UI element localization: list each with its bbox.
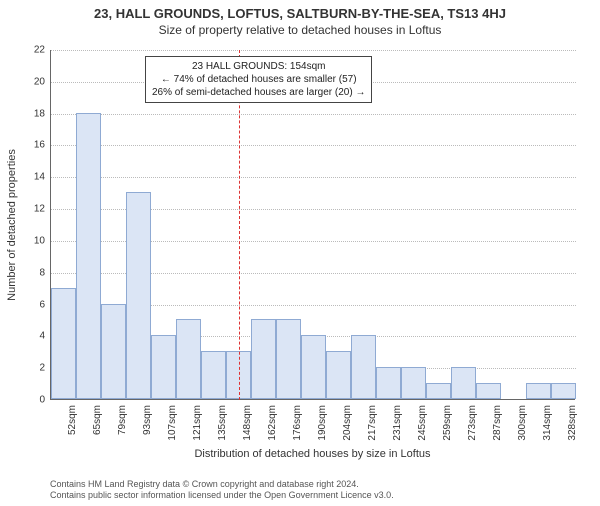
y-tick-label: 22 [20, 45, 45, 56]
footer-attribution: Contains HM Land Registry data © Crown c… [50, 479, 394, 502]
y-tick-label: 6 [20, 299, 45, 310]
histogram-bar [276, 319, 301, 399]
y-tick-label: 4 [20, 331, 45, 342]
x-tick-label: 176sqm [292, 405, 303, 441]
histogram-bar [301, 335, 326, 399]
gridline [51, 177, 576, 178]
y-tick-label: 10 [20, 235, 45, 246]
histogram-bar [376, 367, 401, 399]
histogram-bar [251, 319, 276, 399]
x-tick-label: 259sqm [442, 405, 453, 441]
y-tick-label: 0 [20, 395, 45, 406]
histogram-bar [526, 383, 551, 399]
annotation-line2: ← 74% of detached houses are smaller (57… [152, 73, 365, 86]
histogram-chart: Number of detached properties Distributi… [50, 50, 575, 400]
x-tick-label: 107sqm [167, 405, 178, 441]
y-tick-label: 18 [20, 108, 45, 119]
histogram-bar [176, 319, 201, 399]
footer-line1: Contains HM Land Registry data © Crown c… [50, 479, 394, 491]
y-tick-label: 20 [20, 76, 45, 87]
annotation-box: 23 HALL GROUNDS: 154sqm ← 74% of detache… [145, 56, 372, 103]
x-tick-label: 148sqm [242, 405, 253, 441]
x-tick-label: 300sqm [517, 405, 528, 441]
x-tick-label: 65sqm [92, 405, 103, 435]
histogram-bar [101, 304, 126, 399]
x-tick-label: 79sqm [117, 405, 128, 435]
gridline [51, 50, 576, 51]
y-tick-label: 12 [20, 204, 45, 215]
x-tick-label: 121sqm [192, 405, 203, 441]
x-tick-label: 135sqm [217, 405, 228, 441]
page-title-1: 23, HALL GROUNDS, LOFTUS, SALTBURN-BY-TH… [0, 6, 600, 21]
histogram-bar [51, 288, 76, 399]
histogram-bar [476, 383, 501, 399]
x-tick-label: 328sqm [567, 405, 578, 441]
histogram-bar [351, 335, 376, 399]
footer-line2: Contains public sector information licen… [50, 490, 394, 502]
gridline [51, 114, 576, 115]
y-tick-label: 2 [20, 363, 45, 374]
histogram-bar [151, 335, 176, 399]
x-tick-label: 231sqm [392, 405, 403, 441]
histogram-bar [326, 351, 351, 399]
y-axis-label: Number of detached properties [6, 149, 18, 301]
x-tick-label: 314sqm [542, 405, 553, 441]
x-tick-label: 52sqm [67, 405, 78, 435]
x-tick-label: 204sqm [342, 405, 353, 441]
annotation-line3: 26% of semi-detached houses are larger (… [152, 86, 365, 99]
y-tick-label: 14 [20, 172, 45, 183]
y-tick-label: 16 [20, 140, 45, 151]
x-tick-label: 93sqm [142, 405, 153, 435]
x-tick-label: 217sqm [367, 405, 378, 441]
histogram-bar [76, 113, 101, 399]
page-title-2: Size of property relative to detached ho… [0, 23, 600, 37]
x-tick-label: 287sqm [492, 405, 503, 441]
x-axis-label: Distribution of detached houses by size … [50, 448, 575, 460]
histogram-bar [401, 367, 426, 399]
x-tick-label: 162sqm [267, 405, 278, 441]
x-tick-label: 245sqm [417, 405, 428, 441]
gridline [51, 145, 576, 146]
histogram-bar [126, 192, 151, 399]
annotation-line1: 23 HALL GROUNDS: 154sqm [152, 60, 365, 73]
histogram-bar [451, 367, 476, 399]
x-tick-label: 190sqm [317, 405, 328, 441]
histogram-bar [201, 351, 226, 399]
y-tick-label: 8 [20, 267, 45, 278]
x-tick-label: 273sqm [467, 405, 478, 441]
histogram-bar [551, 383, 576, 399]
histogram-bar [426, 383, 451, 399]
